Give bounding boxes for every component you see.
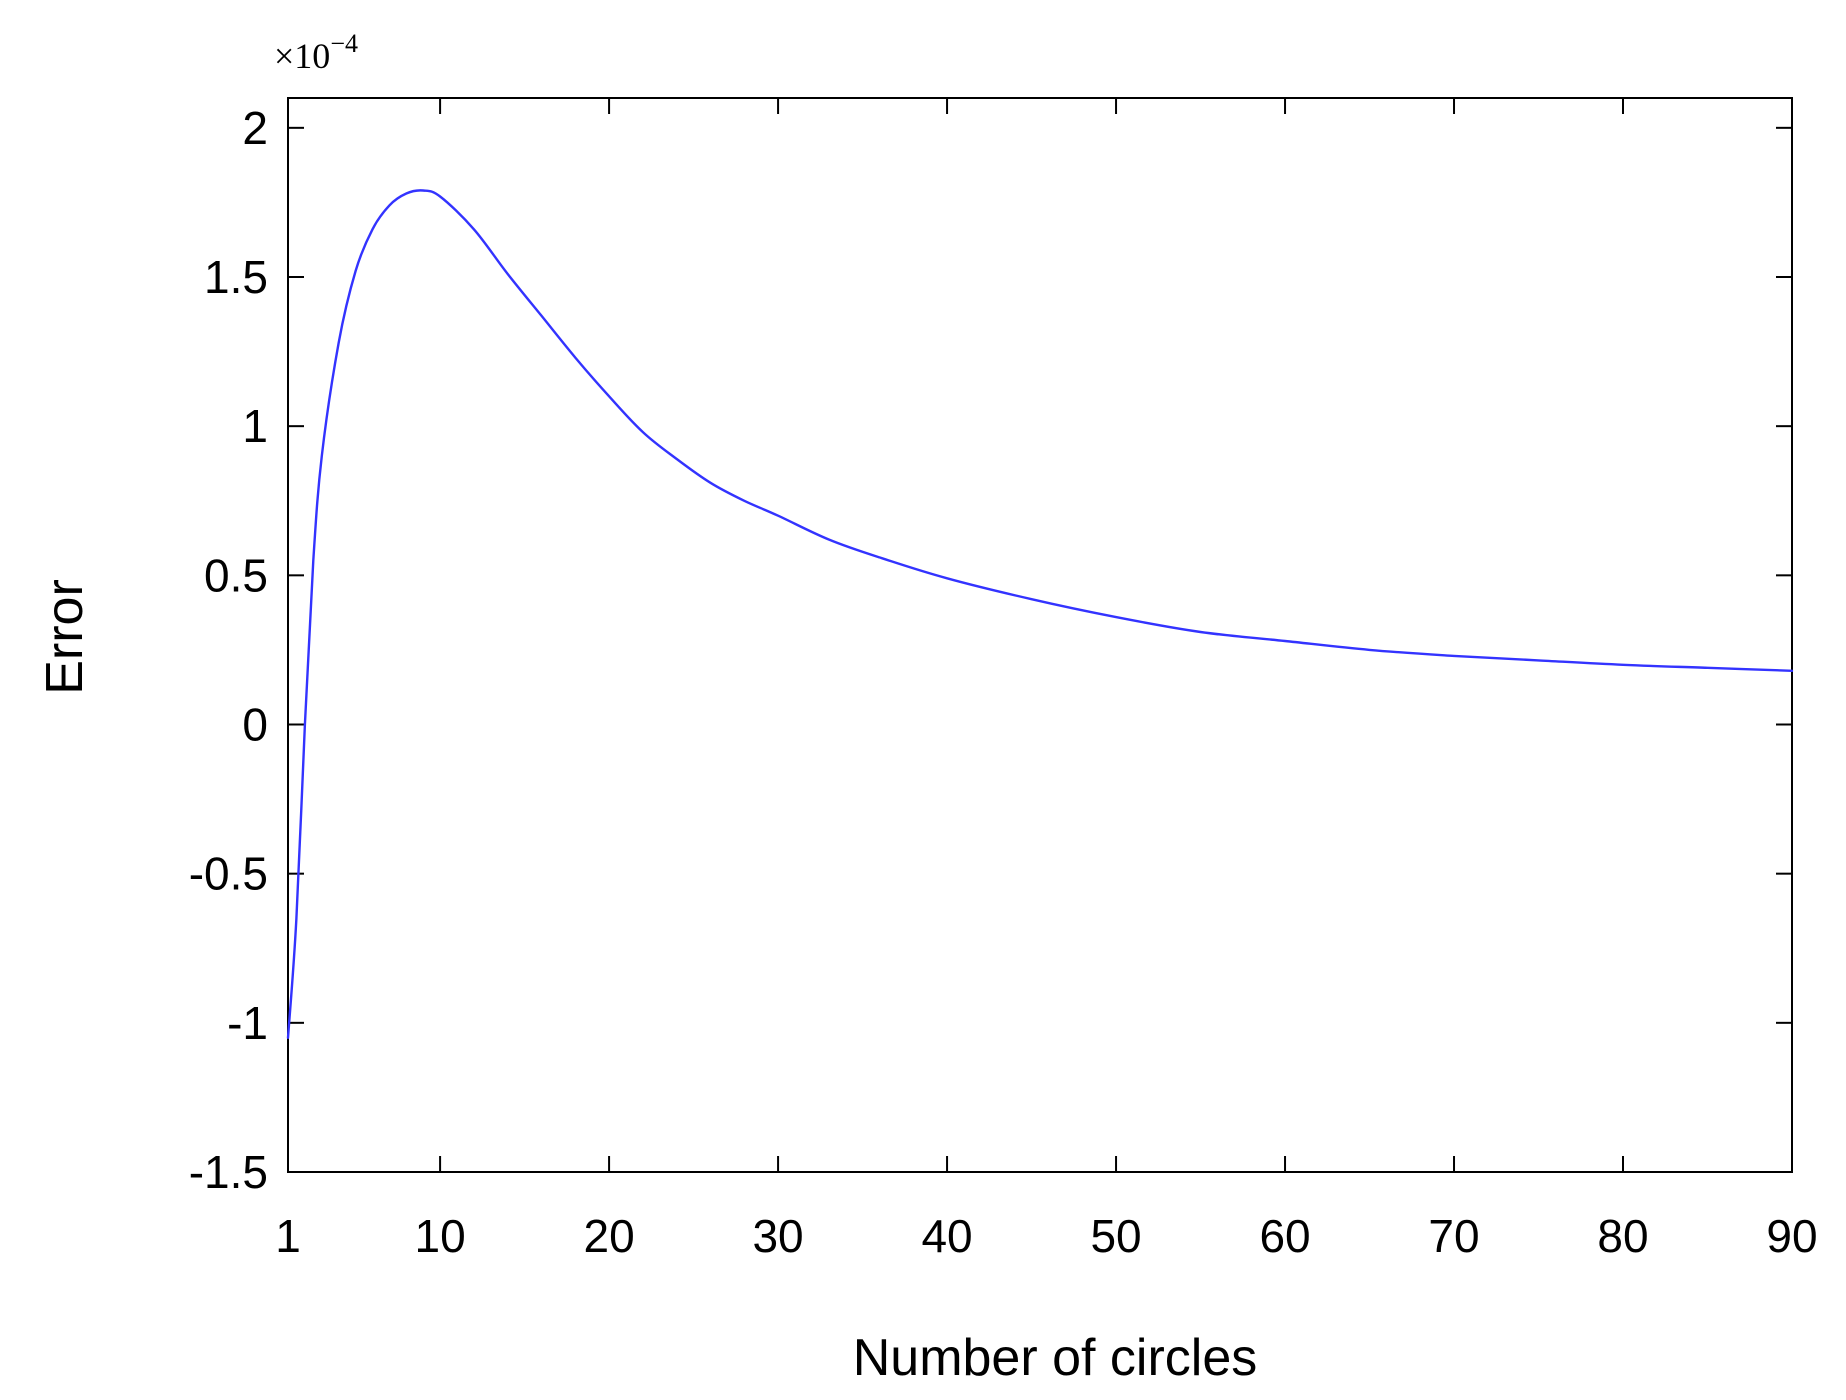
x-tick-label: 60 <box>1259 1210 1310 1262</box>
x-tick-label: 80 <box>1597 1210 1648 1262</box>
x-tick-label: 70 <box>1428 1210 1479 1262</box>
x-tick-label: 50 <box>1090 1210 1141 1262</box>
y-tick-label: 1.5 <box>204 251 268 303</box>
series-line <box>286 189 1794 1039</box>
plot-area-border <box>287 97 1793 1173</box>
y-tick-label: 2 <box>242 102 268 154</box>
y-tick-label: 0 <box>242 699 268 751</box>
y-tick-label: 1 <box>242 400 268 452</box>
plot-frame <box>287 97 1793 1173</box>
axis-ticks <box>287 98 1793 1173</box>
x-tick-label: 30 <box>752 1210 803 1262</box>
y-tick-label: 0.5 <box>204 549 268 601</box>
x-tick-label: 90 <box>1766 1210 1817 1262</box>
x-tick-label: 40 <box>921 1210 972 1262</box>
y-tick-labels: -1.5 -1 -0.5 0 0.5 1 1.5 2 <box>189 102 268 1198</box>
x-tick-label: 1 <box>275 1210 301 1262</box>
y-tick-label: -0.5 <box>189 848 268 900</box>
y-multiplier: ×10−4 <box>274 29 358 76</box>
y-multiplier-base: ×10 <box>274 36 330 76</box>
y-axis-title: Error <box>36 579 94 695</box>
y-tick-label: -1.5 <box>189 1146 268 1198</box>
x-axis-title: Number of circles <box>853 1329 1258 1387</box>
x-tick-labels: 1 10 20 30 40 50 60 70 80 90 <box>275 1210 1817 1262</box>
x-tick-label: 20 <box>583 1210 634 1262</box>
x-tick-label: 10 <box>415 1210 466 1262</box>
y-tick-label: -1 <box>227 997 268 1049</box>
series-lines <box>286 189 1794 1039</box>
y-multiplier-exponent: −4 <box>330 29 358 58</box>
